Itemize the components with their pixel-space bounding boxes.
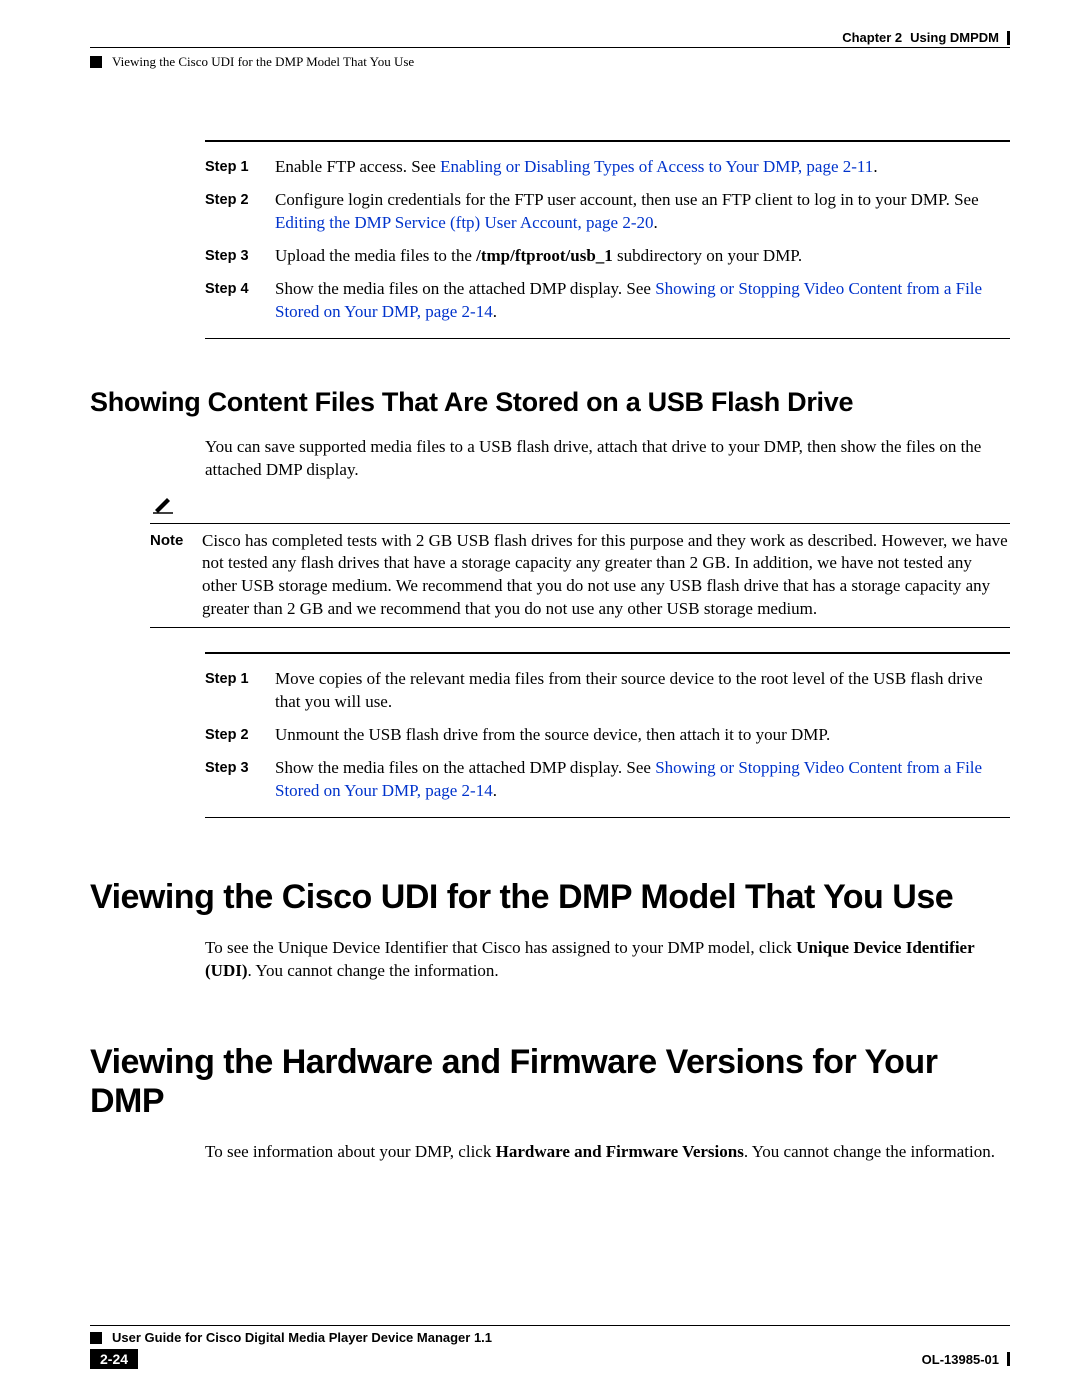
step-body: Enable FTP access. See Enabling or Disab… [275, 156, 1010, 179]
xref-link[interactable]: Editing the DMP Service (ftp) User Accou… [275, 213, 653, 232]
header-chapter: Chapter 2 Using DMPDM [842, 30, 1010, 45]
steps-block-a: Step 1 Enable FTP access. See Enabling o… [205, 140, 1010, 339]
note-body: Cisco has completed tests with 2 GB USB … [202, 530, 1010, 622]
step-row: Step 3 Show the media files on the attac… [205, 757, 1010, 803]
page-number-badge: 2-24 [90, 1349, 138, 1369]
header-bar-icon [1007, 31, 1010, 45]
udi-body: To see the Unique Device Identifier that… [205, 937, 1010, 983]
hw-body: To see information about your DMP, click… [205, 1141, 1010, 1164]
hw-heading: Viewing the Hardware and Firmware Versio… [90, 1043, 1010, 1121]
step-row: Step 1 Enable FTP access. See Enabling o… [205, 156, 1010, 179]
header-section: Viewing the Cisco UDI for the DMP Model … [90, 54, 1010, 70]
step-label: Step 2 [205, 724, 255, 747]
note-label: Note [150, 530, 188, 622]
step-label: Step 1 [205, 156, 255, 179]
chapter-title: Using DMPDM [910, 30, 999, 45]
step-row: Step 2 Unmount the USB flash drive from … [205, 724, 1010, 747]
section-marker-icon [90, 56, 102, 68]
hw-bold: Hardware and Firmware Versions [496, 1142, 744, 1161]
step-body: Show the media files on the attached DMP… [275, 757, 1010, 803]
step-body: Move copies of the relevant media files … [275, 668, 1010, 714]
step-row: Step 1 Move copies of the relevant media… [205, 668, 1010, 714]
step-body: Configure login credentials for the FTP … [275, 189, 1010, 235]
note-block: Note Cisco has completed tests with 2 GB… [150, 494, 1010, 629]
step-row: Step 2 Configure login credentials for t… [205, 189, 1010, 235]
step-label: Step 2 [205, 189, 255, 235]
note-pencil-icon [150, 494, 176, 516]
step-row: Step 4 Show the media files on the attac… [205, 278, 1010, 324]
footer-doc-title: User Guide for Cisco Digital Media Playe… [112, 1330, 492, 1345]
step-body: Unmount the USB flash drive from the sou… [275, 724, 1010, 747]
footer-doc-id: OL-13985-01 [922, 1352, 999, 1367]
footer-bar-icon [1007, 1352, 1010, 1366]
footer-marker-icon [90, 1332, 102, 1344]
step-label: Step 3 [205, 245, 255, 268]
chapter-label: Chapter 2 [842, 30, 902, 45]
step-label: Step 1 [205, 668, 255, 714]
usb-heading: Showing Content Files That Are Stored on… [90, 387, 1010, 418]
step-body: Upload the media files to the /tmp/ftpro… [275, 245, 1010, 268]
steps-block-b: Step 1 Move copies of the relevant media… [205, 652, 1010, 818]
page-header: Chapter 2 Using DMPDM Viewing the Cisco … [90, 30, 1010, 70]
page-footer: User Guide for Cisco Digital Media Playe… [90, 1325, 1010, 1369]
step-label: Step 3 [205, 757, 255, 803]
usb-intro: You can save supported media files to a … [205, 436, 1010, 482]
step-label: Step 4 [205, 278, 255, 324]
header-section-title: Viewing the Cisco UDI for the DMP Model … [112, 54, 414, 70]
step-body: Show the media files on the attached DMP… [275, 278, 1010, 324]
xref-link[interactable]: Enabling or Disabling Types of Access to… [440, 157, 873, 176]
step-row: Step 3 Upload the media files to the /tm… [205, 245, 1010, 268]
path-bold: /tmp/ftproot/usb_1 [476, 246, 613, 265]
page-container: Chapter 2 Using DMPDM Viewing the Cisco … [0, 0, 1080, 1397]
udi-heading: Viewing the Cisco UDI for the DMP Model … [90, 878, 1010, 917]
